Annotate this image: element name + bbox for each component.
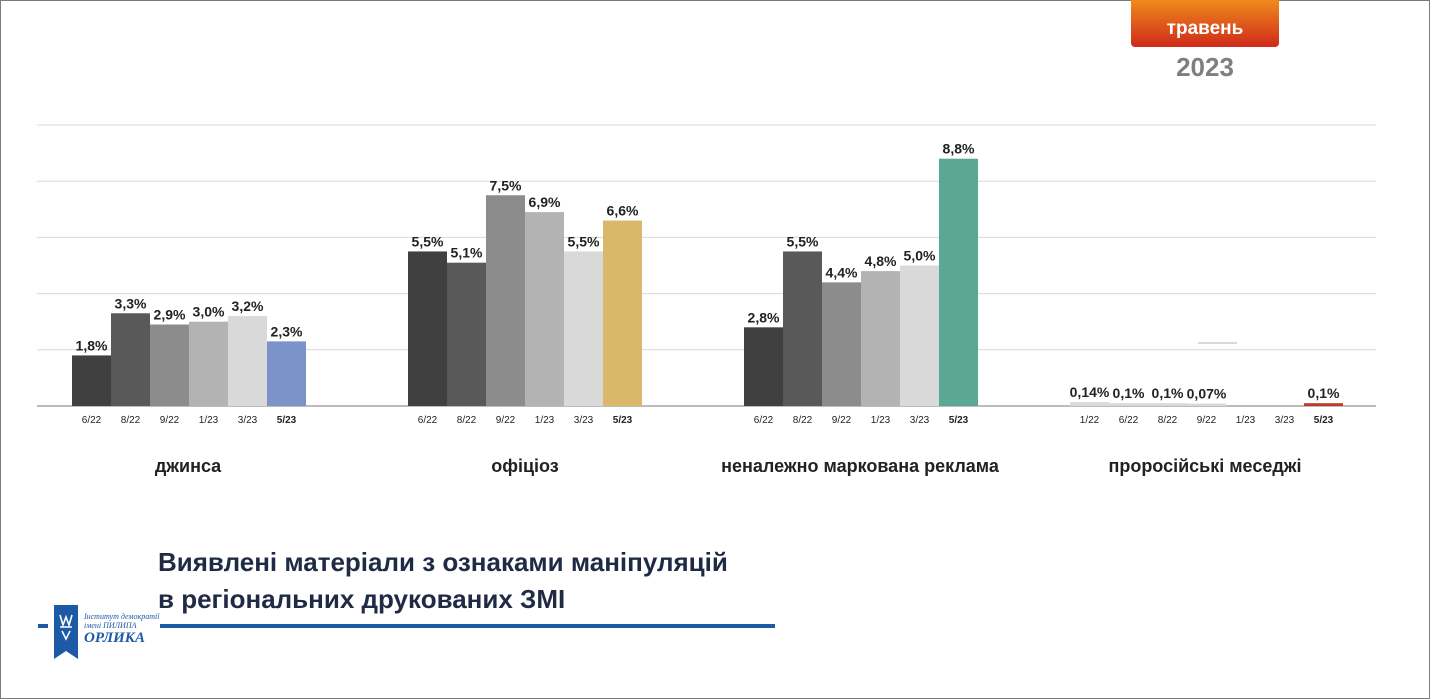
bar-value-label: 5,5% bbox=[787, 233, 819, 249]
bar-value-label: 0,1% bbox=[1152, 385, 1184, 401]
bar-value-label: 3,2% bbox=[232, 298, 264, 314]
bar-1-5-23 bbox=[267, 341, 306, 406]
bar-value-label: 0,1% bbox=[1113, 385, 1145, 401]
bar-value-label: 3,0% bbox=[193, 304, 225, 320]
logo-text-line-1: Інститут демократії bbox=[84, 612, 160, 621]
bar-3-8-22 bbox=[783, 251, 822, 406]
bar-value-label: 1,8% bbox=[76, 337, 108, 353]
logo-text-line-2: імені ПИЛИПА bbox=[84, 621, 137, 630]
year-label: 2023 bbox=[1176, 52, 1234, 82]
bar-value-label: 8,8% bbox=[943, 141, 975, 157]
bar-value-label: 6,9% bbox=[529, 194, 561, 210]
x-tick-label: 6/22 bbox=[418, 415, 438, 426]
x-tick-label: 5/23 bbox=[949, 415, 969, 426]
bar-1-8-22 bbox=[111, 313, 150, 406]
slide-title: Виявлені матеріали з ознаками маніпуляці… bbox=[158, 544, 728, 618]
bar-3-9-22 bbox=[822, 282, 861, 406]
bar-4-8-22 bbox=[1148, 403, 1187, 406]
bar-value-label: 5,0% bbox=[904, 248, 936, 264]
bar-3-3-23 bbox=[900, 265, 939, 406]
bar-3-1-23 bbox=[861, 271, 900, 406]
title-underline bbox=[160, 624, 775, 628]
bar-2-6-22 bbox=[408, 251, 447, 406]
slide-title-line-2: в регіональних друкованих ЗМІ bbox=[158, 584, 566, 614]
bar-value-label: 2,8% bbox=[748, 309, 780, 325]
bar-2-1-23 bbox=[525, 212, 564, 406]
bar-value-label: 5,5% bbox=[412, 233, 444, 249]
x-tick-label: 1/22 bbox=[1080, 415, 1100, 426]
x-tick-label: 1/23 bbox=[1236, 415, 1256, 426]
bar-1-3-23 bbox=[228, 316, 267, 406]
category-label: проросійські меседжі bbox=[1108, 456, 1301, 476]
bar-value-label: 4,4% bbox=[826, 264, 858, 280]
institute-logo-icon bbox=[54, 605, 78, 659]
x-tick-label: 8/22 bbox=[121, 415, 141, 426]
x-tick-label: 6/22 bbox=[754, 415, 774, 426]
bar-value-label: 3,3% bbox=[115, 295, 147, 311]
bar-value-label: 5,1% bbox=[451, 245, 483, 261]
institute-logo-text: Інститут демократії імені ПИЛИПА ОРЛИКА bbox=[84, 612, 159, 647]
x-tick-label: 5/23 bbox=[1314, 415, 1334, 426]
month-badge: травень bbox=[1131, 0, 1279, 47]
logo-dash bbox=[38, 624, 48, 628]
x-tick-label: 3/23 bbox=[910, 415, 930, 426]
x-tick-label: 1/23 bbox=[871, 415, 891, 426]
bar-2-9-22 bbox=[486, 195, 525, 406]
x-tick-label: 3/23 bbox=[574, 415, 594, 426]
x-tick-label: 6/22 bbox=[1119, 415, 1139, 426]
category-label: джинса bbox=[155, 456, 222, 476]
x-tick-label: 9/22 bbox=[496, 415, 516, 426]
bar-value-label: 2,3% bbox=[271, 323, 303, 339]
bar-value-label: 0,07% bbox=[1187, 386, 1227, 402]
bar-1-1-23 bbox=[189, 321, 228, 406]
bar-4-5-23 bbox=[1304, 403, 1343, 406]
bar-1-9-22 bbox=[150, 324, 189, 406]
bar-1-6-22 bbox=[72, 355, 111, 406]
x-tick-label: 5/23 bbox=[613, 415, 633, 426]
bar-value-label: 4,8% bbox=[865, 253, 897, 269]
x-tick-label: 8/22 bbox=[793, 415, 813, 426]
logo-text-line-3: ОРЛИКА bbox=[84, 630, 145, 646]
x-tick-label: 9/22 bbox=[160, 415, 180, 426]
x-tick-label: 1/23 bbox=[199, 415, 219, 426]
x-tick-label: 3/23 bbox=[1275, 415, 1295, 426]
bar-value-label: 0,14% bbox=[1070, 384, 1110, 400]
category-label: офіціоз bbox=[491, 456, 559, 476]
bar-value-label: 7,5% bbox=[490, 177, 522, 193]
bar-value-label: 2,9% bbox=[154, 307, 186, 323]
bar-4-6-22 bbox=[1109, 403, 1148, 406]
bar-2-5-23 bbox=[603, 220, 642, 406]
x-tick-label: 8/22 bbox=[1158, 415, 1178, 426]
bar-2-3-23 bbox=[564, 251, 603, 406]
x-tick-label: 5/23 bbox=[277, 415, 297, 426]
category-label: неналежно маркована реклама bbox=[721, 456, 1000, 476]
bar-3-6-22 bbox=[744, 327, 783, 406]
bar-value-label: 6,6% bbox=[607, 203, 639, 219]
bar-4-1-22 bbox=[1070, 402, 1109, 406]
x-tick-label: 9/22 bbox=[1197, 415, 1217, 426]
x-tick-label: 1/23 bbox=[535, 415, 555, 426]
bar-4-9-22 bbox=[1187, 403, 1226, 406]
x-tick-label: 9/22 bbox=[832, 415, 852, 426]
bar-value-label: 0,1% bbox=[1308, 385, 1340, 401]
x-tick-label: 8/22 bbox=[457, 415, 477, 426]
bar-3-5-23 bbox=[939, 158, 978, 406]
slide-title-line-1: Виявлені матеріали з ознаками маніпуляці… bbox=[158, 547, 728, 577]
bar-2-8-22 bbox=[447, 262, 486, 406]
x-tick-label: 6/22 bbox=[82, 415, 102, 426]
bar-value-label: 5,5% bbox=[568, 233, 600, 249]
x-tick-label: 3/23 bbox=[238, 415, 258, 426]
bar-chart: 1,8% 6/22 3,3% 8/22 2,9% 9/22 3,0% 1/23 3,2% 3/23… bbox=[37, 124, 1376, 476]
